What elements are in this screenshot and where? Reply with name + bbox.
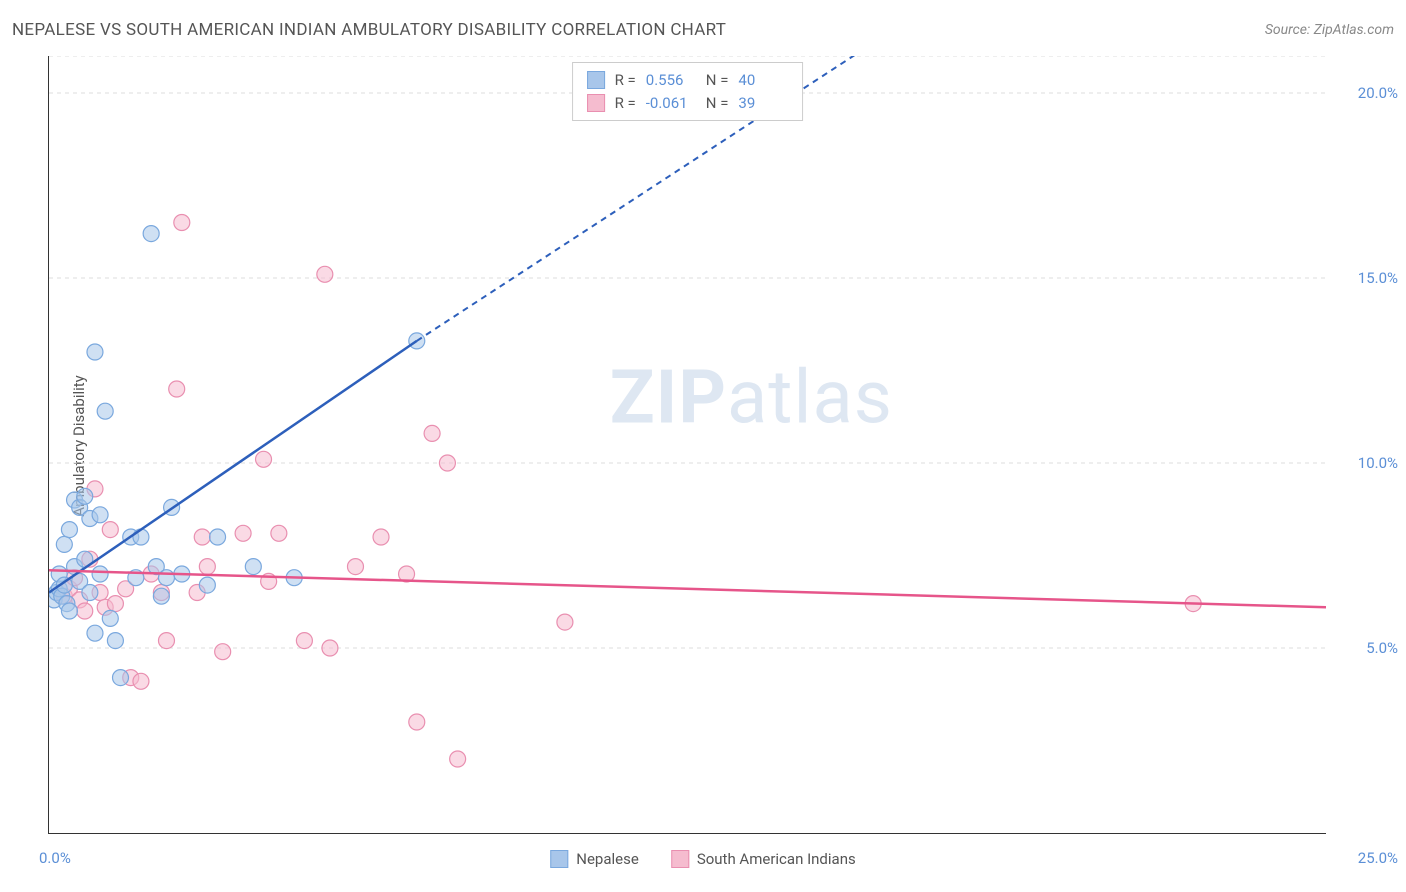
legend-label-nepalese: Nepalese — [576, 850, 639, 868]
bottom-legend: Nepalese South American Indians — [550, 850, 855, 868]
chart-plot-area: ZIPatlas R = 0.556 N = 40 R = -0.061 N =… — [48, 56, 1326, 834]
legend-swatch-sai — [671, 850, 689, 868]
stats-swatch-1 — [587, 94, 605, 112]
r-value-0: 0.556 — [646, 69, 696, 92]
r-label-0: R = — [615, 69, 636, 92]
r-label-1: R = — [615, 92, 636, 115]
legend-item-nepalese: Nepalese — [550, 850, 639, 868]
chart-header: NEPALESE VS SOUTH AMERICAN INDIAN AMBULA… — [12, 20, 1394, 40]
stats-row-1: R = -0.061 N = 39 — [587, 92, 789, 115]
stats-legend: R = 0.556 N = 40 R = -0.061 N = 39 — [572, 62, 804, 121]
source-prefix: Source: — [1265, 22, 1314, 38]
y-tick-label: 15.0% — [1358, 269, 1398, 287]
chart-title: NEPALESE VS SOUTH AMERICAN INDIAN AMBULA… — [12, 20, 726, 40]
stats-swatch-0 — [587, 71, 605, 89]
n-value-0: 40 — [738, 69, 788, 92]
r-value-1: -0.061 — [646, 92, 696, 115]
stats-row-0: R = 0.556 N = 40 — [587, 69, 789, 92]
source-attribution: Source: ZipAtlas.com — [1265, 22, 1394, 38]
y-tick-label: 10.0% — [1358, 454, 1398, 472]
n-label-0: N = — [706, 69, 729, 92]
y-tick-label: 20.0% — [1358, 84, 1398, 102]
n-value-1: 39 — [738, 92, 788, 115]
n-label-1: N = — [706, 92, 729, 115]
source-link[interactable]: ZipAtlas.com — [1314, 22, 1394, 38]
y-tick-label: 5.0% — [1366, 639, 1398, 657]
legend-item-sai: South American Indians — [671, 850, 856, 868]
chart-svg — [49, 56, 1326, 833]
x-tick-label-start: 0.0% — [39, 849, 71, 867]
x-tick-label-end: 25.0% — [1358, 849, 1398, 867]
legend-swatch-nepalese — [550, 850, 568, 868]
legend-label-sai: South American Indians — [697, 850, 856, 868]
